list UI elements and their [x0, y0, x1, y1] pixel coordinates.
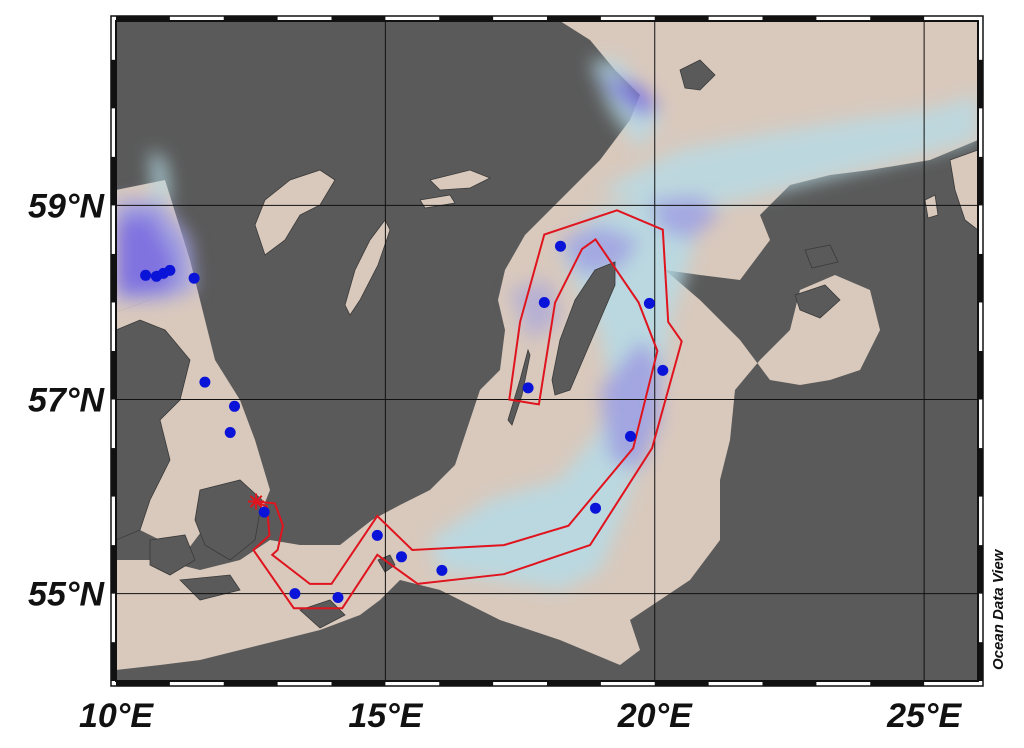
lon-label-10: 10°E — [79, 697, 154, 735]
station-point-21 — [555, 240, 566, 252]
frame-segment-left-60 — [111, 59, 116, 109]
latitude-labels: 55°N 57°N 59°N — [28, 187, 105, 613]
frame-segment-bottom-14 — [331, 681, 386, 686]
station-point-12 — [371, 529, 383, 541]
station-point-17 — [657, 364, 669, 376]
frame-segment-top-20 — [654, 16, 709, 21]
station-point-20 — [538, 297, 550, 308]
gotland-island — [551, 261, 616, 396]
lon-label-15: 15°E — [348, 697, 423, 735]
frame-segment-right-56 — [978, 448, 983, 497]
saaremaa-island — [794, 284, 841, 319]
frame-segment-top-14 — [331, 16, 386, 21]
station-point-5 — [188, 272, 200, 284]
cruise-track-polygon — [252, 209, 683, 610]
station-point-1 — [140, 269, 152, 281]
frame-segment-left-59 — [111, 156, 116, 206]
lat-label-57: 57°N — [28, 382, 105, 420]
map-frame — [110, 15, 984, 687]
zealand-island — [194, 479, 263, 561]
frame-segment-bottom-22 — [762, 681, 817, 686]
frame-segment-left-55 — [111, 545, 116, 594]
ocean-data-view-credit: Ocean Data View — [990, 548, 1007, 670]
oland-island — [507, 348, 531, 426]
frame-segment-right-58 — [978, 253, 983, 303]
lakes — [254, 149, 978, 316]
frame-segment-left-58 — [111, 253, 116, 303]
frame-segment-left-57 — [111, 351, 116, 400]
frame-segment-right-54 — [978, 642, 983, 681]
station-point-7 — [229, 400, 240, 412]
funen-island — [149, 534, 196, 576]
frame-segment-bottom-20 — [654, 681, 709, 686]
station-point-18 — [643, 297, 655, 309]
hiiumaa-island — [804, 244, 839, 269]
frame-segment-bottom-18 — [547, 681, 601, 686]
gridlines — [116, 21, 978, 681]
lon-label-20: 20°E — [617, 697, 693, 735]
lake-vanern — [254, 169, 336, 256]
lat-label-55: 55°N — [28, 576, 105, 614]
station-point-4 — [164, 264, 176, 276]
station-point-10 — [289, 588, 301, 600]
lat-label-59: 59°N — [28, 187, 105, 225]
frame-segment-top-22 — [762, 16, 817, 21]
lake-vortsjarv — [924, 194, 939, 219]
jutland-land — [116, 319, 191, 541]
station-point-9 — [258, 506, 270, 518]
longitude-labels: 10°E 15°E 20°E 25°E — [79, 697, 963, 735]
lake-malaren — [429, 169, 491, 191]
rugen-island — [299, 599, 346, 629]
station-point-6 — [199, 376, 211, 388]
map-plot-area — [116, 21, 978, 681]
frame-segment-top-10 — [116, 16, 170, 21]
frame-segment-right-55 — [978, 545, 983, 594]
frame-segment-right-60 — [978, 59, 983, 109]
station-point-8 — [224, 427, 236, 438]
frame-segment-top-24 — [870, 16, 925, 21]
station-point-11 — [332, 592, 344, 603]
station-point-16 — [625, 430, 636, 442]
frame-segment-bottom-10 — [116, 681, 170, 686]
marker-stroke-4 — [249, 495, 263, 508]
stations — [140, 240, 669, 603]
station-point-15 — [590, 502, 601, 514]
frame-segment-left-56 — [111, 448, 116, 497]
station-point-14 — [436, 564, 448, 576]
islands — [116, 59, 841, 629]
frame-segment-bottom-24 — [870, 681, 925, 686]
frame-segment-right-57 — [978, 351, 983, 400]
frame-segment-top-12 — [223, 16, 278, 21]
frame-segment-top-16 — [439, 16, 494, 21]
lake-vattern — [344, 219, 391, 316]
frame-segment-left-54 — [111, 642, 116, 681]
frame-segment-top-18 — [547, 16, 601, 21]
bathymetry — [116, 60, 978, 590]
start-marker-icon — [248, 493, 265, 510]
station-point-19 — [522, 382, 534, 394]
frame-segment-bottom-12 — [223, 681, 278, 686]
frame-segment-right-59 — [978, 156, 983, 206]
frame-segment-bottom-16 — [439, 681, 494, 686]
station-point-13 — [396, 551, 407, 563]
lake-peipus — [949, 149, 978, 231]
lon-label-25: 25°E — [886, 697, 962, 735]
aland-islands — [679, 59, 716, 91]
